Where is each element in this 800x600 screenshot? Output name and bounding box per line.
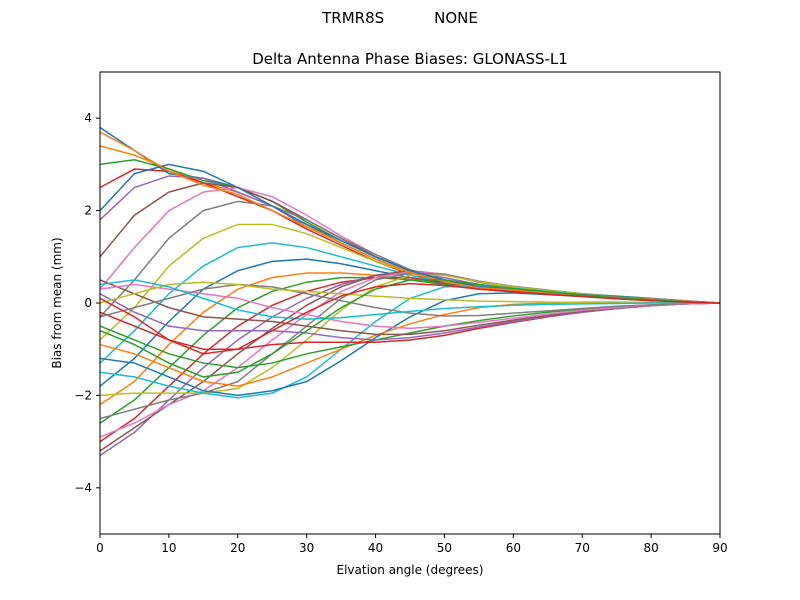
x-tick-label: 10	[161, 541, 176, 555]
series-line-34	[99, 282, 721, 355]
series-line-28	[99, 283, 721, 318]
x-tick-label: 60	[506, 541, 521, 555]
y-tick-label: −2	[74, 388, 92, 402]
x-tick-label: 70	[575, 541, 590, 555]
series-line-6	[99, 182, 721, 304]
y-axis-label: Bias from mean (mm)	[50, 237, 64, 368]
series-line-30	[99, 279, 720, 320]
x-tick-label: 80	[643, 541, 658, 555]
series-line-24	[99, 302, 721, 350]
chart-title: Delta Antenna Phase Biases: GLONASS-L1	[252, 50, 568, 68]
x-axis-label: Elvation angle (degrees)	[337, 563, 484, 577]
figure-suptitle: TRMR8S NONE	[0, 9, 800, 27]
series-layer	[99, 126, 721, 457]
series-line-27	[99, 283, 721, 330]
y-tick-label: −4	[74, 481, 92, 495]
x-tick-label: 20	[230, 541, 245, 555]
x-tick-label: 40	[368, 541, 383, 555]
radome-name: NONE	[434, 9, 478, 27]
x-tick-label: 90	[712, 541, 727, 555]
series-line-33	[99, 279, 721, 378]
series-line-7	[99, 186, 721, 304]
antenna-name: TRMR8S	[322, 9, 385, 27]
series-line-1	[99, 126, 721, 304]
x-tick-label: 30	[299, 541, 314, 555]
x-axis: 0 10 20 30 40 50 60 70 80 90	[96, 534, 728, 555]
y-tick-label: 4	[84, 111, 92, 125]
y-axis: −4 −2 0 2 4	[74, 111, 100, 495]
y-tick-label: 2	[84, 204, 92, 218]
x-tick-label: 50	[437, 541, 452, 555]
x-tick-label: 0	[96, 541, 104, 555]
y-tick-label: 0	[84, 296, 92, 310]
series-line-29	[99, 281, 720, 304]
